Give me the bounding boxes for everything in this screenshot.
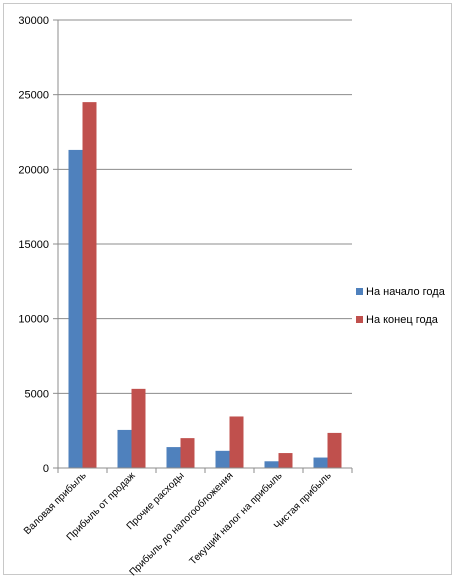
bar-end-2 xyxy=(180,438,195,468)
legend-label: На конец года xyxy=(366,314,439,326)
bar-end-4 xyxy=(278,453,293,468)
bar-start-5 xyxy=(313,457,328,468)
y-tick-label: 15000 xyxy=(18,239,49,251)
bar-end-1 xyxy=(131,388,146,468)
legend-label: На начало года xyxy=(366,286,446,298)
bar-end-3 xyxy=(229,416,244,468)
x-category-label: Прибыль до налогообложения xyxy=(127,470,236,579)
legend-swatch xyxy=(356,288,363,295)
x-category-label: Текущий налог на прибыль xyxy=(187,470,285,568)
y-tick-labels: 0 5000 10000 15000 20000 25000 30000 xyxy=(18,15,49,475)
y-tick-label: 25000 xyxy=(18,90,49,102)
y-tick-label: 10000 xyxy=(18,314,49,326)
bar-start-2 xyxy=(166,447,181,468)
bar-start-1 xyxy=(117,429,132,468)
y-tick-label: 5000 xyxy=(25,388,49,400)
bar-end-0 xyxy=(82,102,97,468)
bar-start-4 xyxy=(264,461,279,468)
y-tick-label: 30000 xyxy=(18,15,49,27)
bar-start-3 xyxy=(215,450,230,468)
legend-swatch xyxy=(356,316,363,323)
bar-end-5 xyxy=(327,432,342,468)
bars xyxy=(68,102,342,469)
y-tick-label: 20000 xyxy=(18,164,49,176)
bar-start-0 xyxy=(68,149,83,469)
axes xyxy=(57,20,353,473)
gridlines xyxy=(53,19,352,469)
legend: На начало года На конец года xyxy=(356,286,446,326)
y-tick-label: 0 xyxy=(43,463,49,475)
